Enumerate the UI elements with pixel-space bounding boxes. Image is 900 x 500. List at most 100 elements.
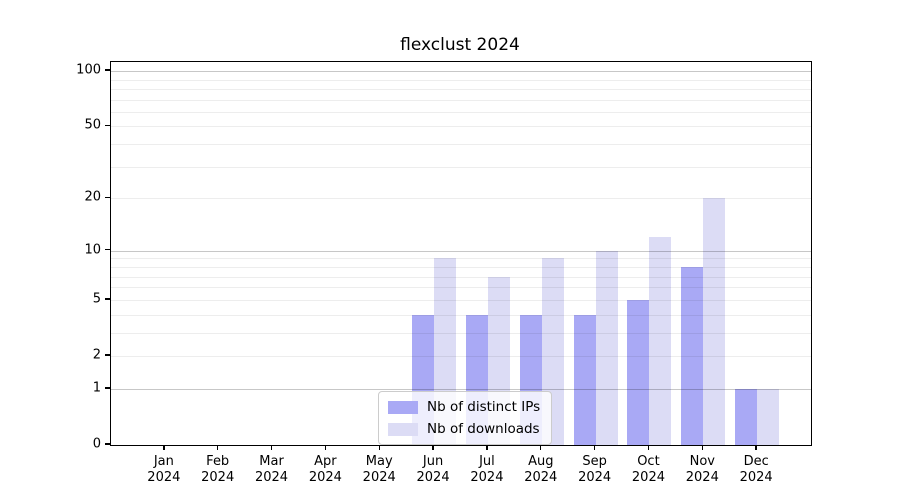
grid-line-minor	[111, 266, 811, 268]
bar-downloads-oct	[649, 237, 672, 445]
month-label: Jan	[153, 454, 174, 469]
x-tick-label-jun: Jun 2024	[403, 454, 463, 485]
bar-downloads-nov	[703, 198, 726, 445]
x-tick-mark	[593, 445, 596, 451]
x-tick-label-oct: Oct 2024	[618, 454, 678, 485]
month-label: Jul	[479, 454, 495, 469]
month-label: Sep	[582, 454, 607, 469]
legend-swatch-distinct-ips	[388, 400, 418, 414]
plot-area	[110, 61, 812, 446]
year-label: 2024	[685, 469, 719, 485]
bar-distinct-ips-oct	[627, 299, 650, 445]
y-tick-mark	[105, 354, 110, 356]
x-tick-label-feb: Feb 2024	[188, 454, 248, 485]
x-tick-mark	[163, 445, 165, 451]
x-tick-label-jan: Jan 2024	[134, 454, 194, 485]
y-tick-label: 0	[92, 436, 101, 452]
grid-line-minor	[111, 276, 811, 278]
y-tick-label: 100	[76, 62, 101, 78]
grid-line-minor	[111, 88, 811, 90]
month-label: Oct	[637, 454, 660, 469]
grid-line-minor	[111, 314, 811, 316]
x-tick-mark	[216, 445, 219, 451]
chart-title: flexclust 2024	[400, 35, 520, 55]
x-tick-mark	[324, 445, 327, 451]
x-tick-mark	[701, 445, 703, 451]
legend-item-distinct-ips: Nb of distinct IPs	[388, 399, 540, 415]
year-label: 2024	[201, 469, 235, 485]
y-tick-label: 50	[84, 117, 101, 133]
y-tick-mark	[105, 249, 110, 251]
bar-downloads-sep	[595, 250, 618, 445]
year-label: 2024	[254, 469, 289, 485]
grid-line-minor	[111, 166, 811, 168]
grid-line-minor	[111, 111, 811, 113]
bar-distinct-ips-sep	[573, 314, 596, 445]
x-tick-label-dec: Dec 2024	[726, 454, 786, 485]
y-tick-mark	[105, 69, 110, 71]
year-label: 2024	[739, 469, 773, 485]
y-tick-mark	[105, 387, 110, 389]
year-label: 2024	[470, 469, 504, 485]
y-tick-label: 20	[84, 189, 101, 205]
grid-line-decade	[111, 71, 811, 73]
grid-line-minor	[111, 99, 811, 101]
grid-line-minor	[111, 79, 811, 81]
grid-line-minor	[111, 332, 811, 334]
grid-line-minor	[111, 287, 811, 289]
grid-line-minor	[111, 258, 811, 260]
month-label: Nov	[689, 454, 715, 469]
x-tick-label-nov: Nov 2024	[672, 454, 732, 485]
y-tick-label: 5	[92, 291, 101, 307]
bar-distinct-ips-dec	[735, 388, 758, 445]
bar-downloads-dec	[757, 388, 780, 445]
month-label: Aug	[528, 454, 554, 469]
month-label: May	[365, 454, 393, 469]
legend-swatch-downloads	[388, 422, 418, 436]
legend-item-downloads: Nb of downloads	[388, 421, 540, 437]
x-tick-label-aug: Aug 2024	[511, 454, 571, 485]
grid-line-minor	[111, 299, 811, 301]
year-label: 2024	[578, 469, 612, 485]
x-tick-label-mar: Mar 2024	[242, 454, 302, 485]
y-tick-label: 2	[92, 347, 101, 363]
y-tick-label: 10	[84, 242, 101, 258]
month-label: Dec	[743, 454, 769, 469]
bar-distinct-ips-nov	[681, 266, 704, 445]
x-tick-mark	[755, 445, 757, 451]
month-label: Apr	[314, 454, 337, 469]
y-tick-mark	[105, 443, 110, 445]
month-label: Jun	[422, 454, 444, 469]
y-tick-label: 1	[92, 380, 101, 396]
x-tick-label-jul: Jul 2024	[457, 454, 517, 485]
year-label: 2024	[524, 469, 558, 485]
x-tick-mark	[270, 445, 273, 451]
y-tick-mark	[105, 124, 110, 127]
year-label: 2024	[362, 469, 396, 485]
grid-line-minor	[111, 144, 811, 146]
grid-line-minor	[111, 198, 811, 200]
year-label: 2024	[631, 469, 665, 485]
legend-label-downloads: Nb of downloads	[427, 421, 540, 437]
x-tick-mark	[432, 445, 434, 451]
year-label: 2024	[308, 469, 342, 485]
legend: Nb of distinct IPs Nb of downloads	[378, 391, 553, 445]
x-tick-mark	[647, 445, 650, 451]
grid-line-decade	[111, 388, 811, 390]
x-tick-label-may: May 2024	[349, 454, 409, 485]
y-tick-mark	[105, 196, 110, 199]
grid-line-minor	[111, 126, 811, 128]
legend-label-distinct-ips: Nb of distinct IPs	[427, 399, 541, 415]
month-label: Feb	[206, 454, 230, 469]
x-tick-mark	[378, 445, 380, 451]
x-tick-label-sep: Sep 2024	[565, 454, 625, 485]
year-label: 2024	[147, 469, 181, 485]
x-tick-mark	[540, 445, 542, 451]
grid-line-minor	[111, 355, 811, 357]
year-label: 2024	[416, 469, 450, 485]
grid-line-decade	[111, 250, 811, 252]
month-label: Mar	[259, 454, 284, 469]
x-tick-label-apr: Apr 2024	[295, 454, 355, 485]
y-tick-mark	[105, 298, 110, 300]
